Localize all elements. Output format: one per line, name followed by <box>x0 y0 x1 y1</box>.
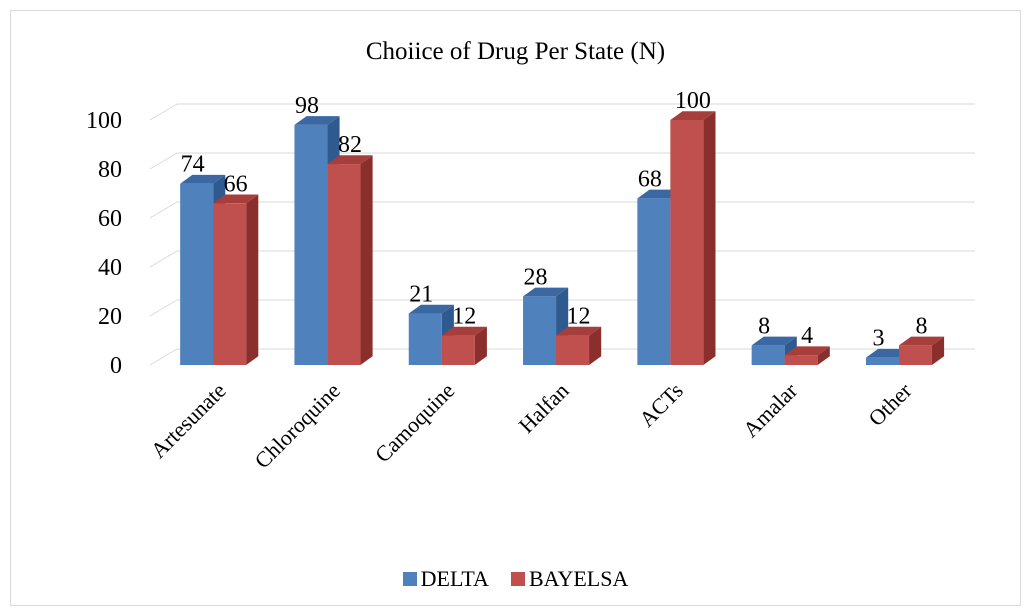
bar-top-delta <box>294 116 340 125</box>
bar-bayelsa <box>670 120 704 365</box>
bar-side-bayelsa <box>474 326 487 365</box>
bar-bayelsa <box>327 164 361 365</box>
data-label: 12 <box>567 304 591 330</box>
bar-top-bayelsa <box>213 194 259 204</box>
bar-delta <box>180 183 214 365</box>
bar-delta <box>523 296 557 365</box>
bar-bayelsa <box>556 335 590 365</box>
bar-side-bayelsa <box>360 155 373 365</box>
bar-side-bayelsa <box>703 111 716 365</box>
x-tick-label: Halfan <box>514 378 574 438</box>
bar-side-bayelsa <box>246 194 259 365</box>
x-tick-label: Amalar <box>738 377 803 442</box>
data-label: 68 <box>638 166 662 192</box>
gridline-side <box>149 201 178 219</box>
bar-top-bayelsa <box>556 326 602 336</box>
bar-bayelsa <box>213 203 247 365</box>
y-tick-label: 40 <box>98 255 122 281</box>
bar-top-bayelsa <box>670 111 716 120</box>
gridline-side <box>149 103 178 121</box>
gridline-side <box>149 348 178 366</box>
bar-side-bayelsa <box>589 326 602 365</box>
y-tick-label: 20 <box>98 304 122 330</box>
data-label: 12 <box>452 304 476 330</box>
x-tick-label: ACTs <box>634 378 688 432</box>
data-label: 21 <box>409 282 433 308</box>
gridline-side <box>149 152 178 170</box>
legend-swatch-delta <box>402 572 417 586</box>
data-label: 100 <box>675 88 711 114</box>
x-tick-label: Other <box>863 377 917 431</box>
y-tick-label: 0 <box>110 353 122 379</box>
bar-delta <box>865 357 899 365</box>
bar-top-bayelsa <box>327 155 373 165</box>
bar-top-delta <box>523 287 569 297</box>
gridline-side <box>149 299 178 317</box>
bar-top-bayelsa <box>784 346 830 356</box>
bar-side-bayelsa <box>931 336 945 365</box>
bar-bayelsa <box>784 355 818 365</box>
legend-item-bayelsa: BAYELSA <box>510 566 629 592</box>
x-tick-label: Artesunate <box>146 378 231 463</box>
bar-delta <box>408 313 442 365</box>
chart-title: Choiice of Drug Per State (N) <box>365 38 666 65</box>
bar-top-bayelsa <box>898 336 945 346</box>
legend-item-delta: DELTA <box>402 566 489 592</box>
data-label: 98 <box>295 93 319 119</box>
bar-top-bayelsa <box>441 326 487 336</box>
legend-swatch-bayelsa <box>510 572 525 586</box>
data-label: 82 <box>338 132 362 158</box>
data-label: 8 <box>758 313 770 339</box>
data-label: 74 <box>181 152 205 178</box>
bar-top-delta <box>408 304 454 314</box>
bar-side-bayelsa <box>817 346 830 365</box>
chart-frame <box>10 10 1021 606</box>
y-tick-label: 80 <box>98 157 122 183</box>
bar-top-delta <box>180 174 226 184</box>
legend-label-delta: DELTA <box>420 566 489 591</box>
data-label: 4 <box>801 323 813 349</box>
bar-delta <box>294 124 328 366</box>
data-label: 28 <box>524 264 548 290</box>
data-label: 8 <box>915 313 927 339</box>
bar-delta <box>751 345 785 365</box>
x-tick-label: Chloroquine <box>250 378 345 473</box>
legend-label-bayelsa: BAYELSA <box>528 566 629 591</box>
y-tick-label: 60 <box>98 206 122 232</box>
y-tick-label: 100 <box>86 108 122 134</box>
x-tick-label: Camoquine <box>370 378 459 467</box>
data-label: 66 <box>224 171 248 197</box>
bar-bayelsa <box>898 345 932 365</box>
bar-bayelsa <box>441 335 475 365</box>
bar-delta <box>637 198 671 365</box>
gridline-side <box>149 250 178 268</box>
bar-top-delta <box>751 336 797 346</box>
legend: DELTA BAYELSA <box>0 566 1031 592</box>
data-label: 3 <box>872 326 884 352</box>
